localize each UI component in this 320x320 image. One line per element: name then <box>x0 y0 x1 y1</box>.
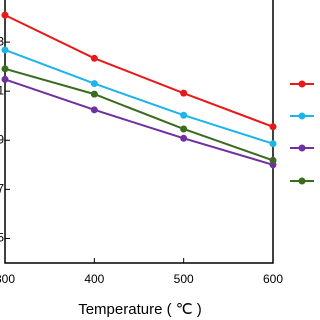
point <box>1 65 9 73</box>
y-tick-label: 23 <box>0 34 4 48</box>
legend-marker <box>298 144 306 152</box>
point <box>90 90 98 98</box>
x-tick-label: 500 <box>174 272 194 286</box>
point <box>180 125 188 133</box>
point <box>180 89 188 97</box>
y-tick-label: 19 <box>0 132 4 146</box>
point <box>269 140 277 148</box>
x-tick-label: 300 <box>0 272 15 286</box>
point <box>1 75 9 83</box>
y-tick-label: 21 <box>0 83 4 97</box>
legend-marker <box>298 177 306 185</box>
x-axis-label: Temperature ( ℃ ) <box>78 301 202 318</box>
series-line <box>4 67 274 162</box>
point <box>180 111 188 119</box>
x-tick-label: 600 <box>263 272 283 286</box>
series-line <box>4 49 274 145</box>
series-line <box>4 14 274 128</box>
point <box>180 134 188 142</box>
point <box>1 11 9 19</box>
series-line <box>4 78 274 166</box>
y-tick-label: 17 <box>0 182 4 196</box>
legend-marker <box>298 112 306 120</box>
point <box>90 80 98 88</box>
legend-marker <box>298 80 306 88</box>
point <box>1 46 9 54</box>
point <box>90 106 98 114</box>
x-tick-label: 400 <box>84 272 104 286</box>
point <box>269 123 277 131</box>
point <box>269 156 277 164</box>
y-tick-label: 15 <box>0 231 4 245</box>
point <box>90 54 98 62</box>
